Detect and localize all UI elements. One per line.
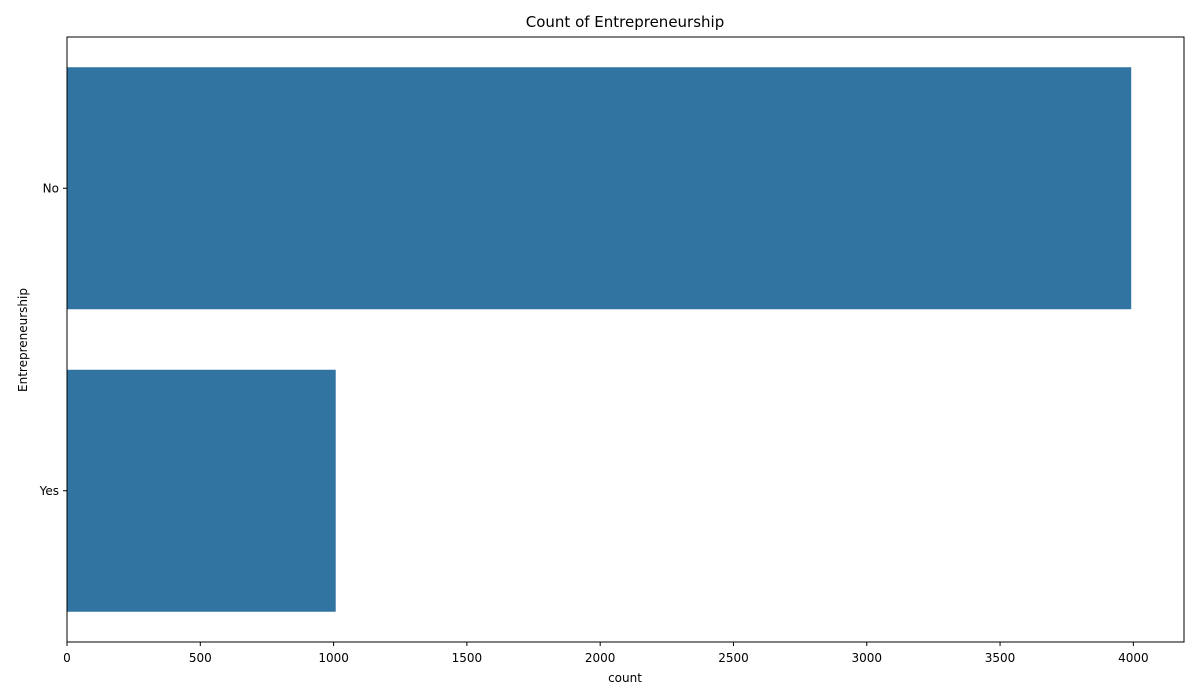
y-axis-label: Entrepreneurship xyxy=(16,288,30,392)
x-tick-label: 1000 xyxy=(318,651,349,665)
x-axis-label: count xyxy=(608,671,642,685)
x-axis-ticks: 0 500 1000 1500 2000 2500 3000 3500 4000 xyxy=(63,642,1149,665)
bar-no xyxy=(67,67,1132,310)
x-tick-label: 2000 xyxy=(585,651,616,665)
x-tick-label: 4000 xyxy=(1118,651,1149,665)
x-tick-label: 0 xyxy=(63,651,71,665)
chart-title: Count of Entrepreneurship xyxy=(526,13,724,31)
bar-yes xyxy=(67,369,336,612)
x-tick-label: 3500 xyxy=(985,651,1016,665)
x-tick-label: 500 xyxy=(189,651,212,665)
x-tick-label: 1500 xyxy=(452,651,483,665)
plot-frame xyxy=(66,36,1185,643)
y-tick-label: No xyxy=(43,181,59,195)
x-tick-label: 2500 xyxy=(718,651,749,665)
y-tick-label: Yes xyxy=(39,484,59,498)
x-tick-label: 3000 xyxy=(851,651,882,665)
y-axis-ticks: No Yes xyxy=(39,181,67,498)
bars-layer xyxy=(67,67,1132,612)
